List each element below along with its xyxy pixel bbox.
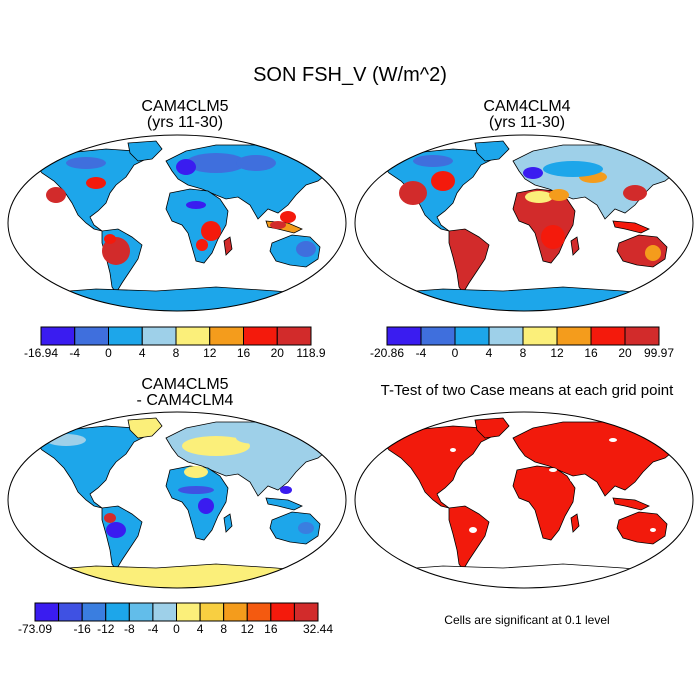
colorbar-swatch	[105, 602, 130, 622]
colorbar-label: 32.44	[302, 622, 334, 636]
colorbar-swatch	[454, 326, 490, 346]
colorbar-label: 4	[138, 346, 146, 360]
colorbar-swatch	[128, 602, 154, 622]
map-cam4clm5	[7, 134, 347, 312]
colorbar-swatch	[488, 326, 524, 346]
colorbar-swatch	[624, 326, 660, 346]
panel-4-title: T-Test of two Case means at each grid po…	[380, 382, 674, 399]
colorbar-label: 12	[550, 346, 564, 360]
colorbar-label: 20	[618, 346, 632, 360]
colorbar-swatch	[108, 326, 143, 346]
colorbar-swatch	[58, 602, 83, 622]
colorbar-swatch	[34, 602, 60, 622]
map-ttest	[354, 411, 694, 589]
colorbar-swatch	[175, 326, 211, 346]
map-cam4clm4	[354, 134, 694, 312]
colorbar-label: -16.94	[23, 346, 59, 360]
colorbar-label: 12	[203, 346, 217, 360]
colorbar-swatch	[209, 326, 244, 346]
colorbar-label: -16	[73, 622, 91, 636]
colorbar-label: -4	[415, 346, 427, 360]
colorbar-label: 0	[451, 346, 459, 360]
colorbar-label: 16	[584, 346, 598, 360]
colorbar-swatch	[276, 326, 312, 346]
figure-title: SON FSH_V (W/m^2)	[253, 64, 447, 86]
colorbar-label: 4	[196, 622, 204, 636]
colorbar-swatch	[74, 326, 109, 346]
colorbar-panel-3: -73.09 -16 -12 -8 -4 0 4 8 12 16 32.44	[18, 602, 333, 636]
colorbar-label: 0	[173, 622, 180, 636]
colorbar-label: -4	[69, 346, 81, 360]
colorbar-label: 4	[485, 346, 493, 360]
colorbar-swatches	[40, 326, 312, 346]
colorbar-swatch	[293, 602, 319, 622]
colorbar-panel-2: -20.86 -4 0 4 8 12 16 20 99.97	[370, 326, 674, 360]
colorbar-label: 12	[240, 622, 254, 636]
panel-1-title: CAM4CLM5 (yrs 11-30)	[141, 98, 229, 131]
colorbar-swatch	[81, 602, 107, 622]
panel-3-title: CAM4CLM5- CAM4CLM4	[136, 376, 234, 409]
colorbar-label: -12	[97, 622, 115, 636]
colorbar-swatch	[246, 602, 272, 622]
colorbar-swatch	[141, 326, 177, 346]
colorbar-swatch	[420, 326, 456, 346]
panel-2-title: CAM4CLM4 (yrs 11-30)	[483, 98, 571, 131]
colorbar-label: 16	[264, 622, 278, 636]
colorbar-swatch	[522, 326, 558, 346]
colorbar-label: 20	[270, 346, 284, 360]
colorbar-label: 16	[236, 346, 251, 360]
colorbar-label: -20.86	[369, 346, 405, 360]
colorbar-label: -4	[147, 622, 159, 636]
colorbar-swatch	[199, 602, 225, 622]
colorbar-label: 8	[519, 346, 527, 360]
colorbar-label: 118.9	[296, 346, 326, 360]
colorbar-swatch	[556, 326, 592, 346]
colorbar-swatch	[152, 602, 177, 622]
colorbar-panel-1: -16.94 -4 0 4 8 12 16 20 118.9	[24, 326, 326, 360]
colorbar-label: 8	[220, 622, 227, 636]
colorbar-swatch	[270, 602, 295, 622]
colorbar-swatches	[386, 326, 660, 346]
colorbar-swatch	[590, 326, 626, 346]
colorbar-swatch	[243, 326, 278, 346]
significance-note: Cells are significant at 0.1 level	[444, 613, 610, 627]
colorbar-label: -8	[123, 622, 135, 636]
colorbar-label: 99.97	[643, 346, 675, 360]
colorbar-label: 0	[105, 346, 112, 360]
colorbar-swatches	[34, 602, 319, 622]
colorbar-label: -73.09	[17, 622, 53, 636]
colorbar-swatch	[40, 326, 76, 346]
colorbar-swatch	[386, 326, 422, 346]
colorbar-swatch	[176, 602, 201, 622]
map-difference	[7, 411, 347, 589]
colorbar-label: 8	[172, 346, 180, 360]
colorbar-swatch	[223, 602, 248, 622]
